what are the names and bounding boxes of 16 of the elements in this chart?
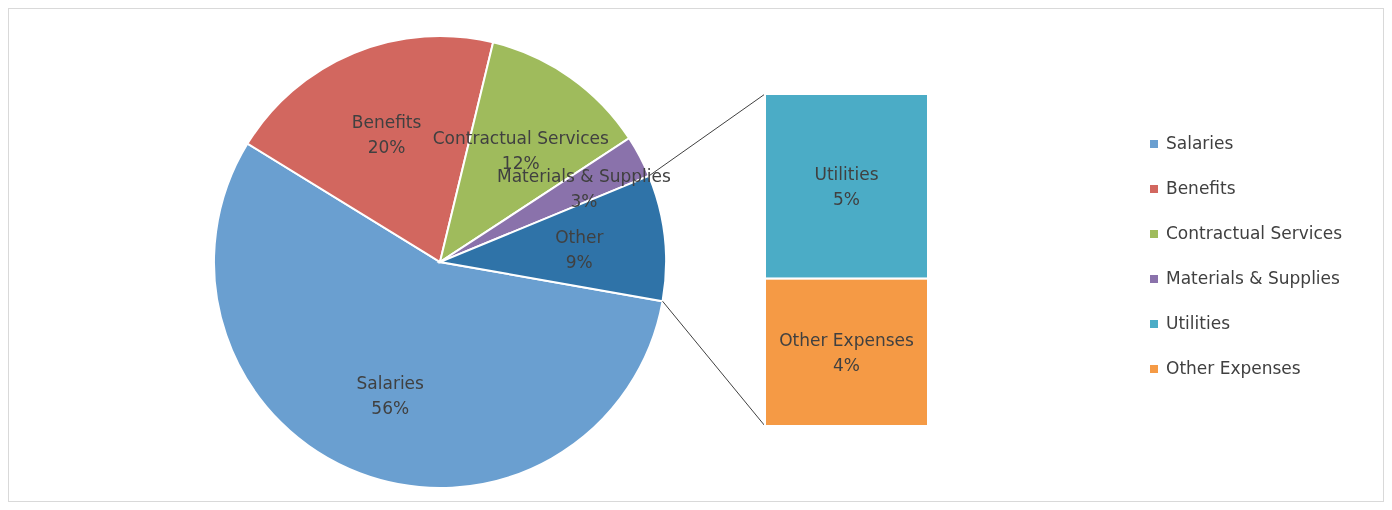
text: Other Expenses bbox=[779, 330, 914, 351]
data-label: 9% bbox=[565, 251, 593, 272]
slice-label: Salaries bbox=[356, 372, 425, 393]
text: Utilities bbox=[1166, 313, 1230, 333]
data-label: 4% bbox=[833, 355, 860, 376]
legend-label: Other Expenses bbox=[1166, 358, 1301, 378]
legend-label: Benefits bbox=[1166, 178, 1236, 198]
slice-label: Benefits bbox=[351, 112, 422, 133]
series-label: Utilities bbox=[814, 164, 879, 185]
legend-label: Materials & Supplies bbox=[1166, 268, 1341, 288]
data-label: 56% bbox=[371, 397, 410, 418]
data-label: 5% bbox=[833, 189, 860, 210]
data-label: 20% bbox=[367, 137, 406, 158]
legend-label: Contractual Services bbox=[1166, 223, 1343, 243]
slice-label: Other bbox=[555, 226, 604, 247]
legend-label: Salaries bbox=[1166, 133, 1234, 153]
